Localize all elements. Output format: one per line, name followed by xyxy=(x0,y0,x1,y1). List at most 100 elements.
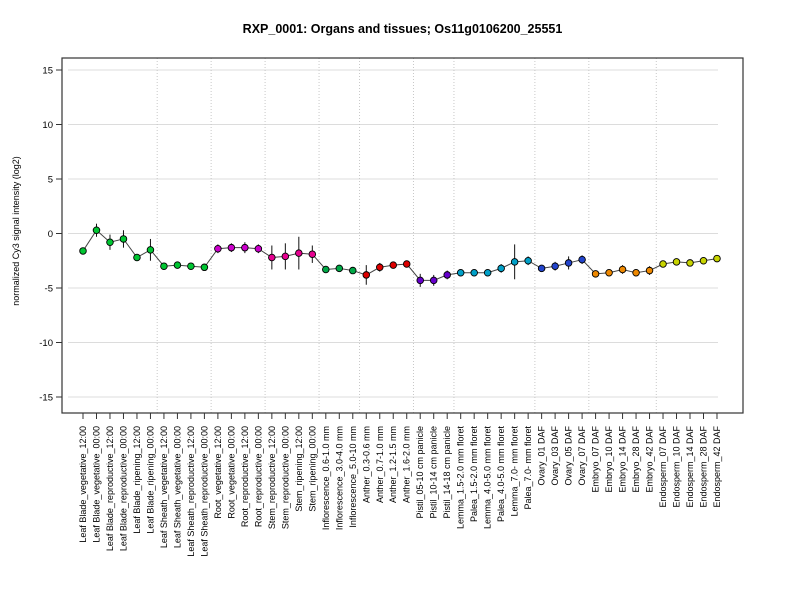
x-tick-label: Leaf Blade_reproductive_00:00 xyxy=(118,426,128,551)
x-tick-label: Lemma_7.0- mm floret xyxy=(510,426,520,517)
data-point xyxy=(389,261,397,269)
x-tick-label: Ovary_03 DAF xyxy=(550,426,560,486)
data-point xyxy=(187,262,195,270)
data-point xyxy=(349,266,357,275)
data-point xyxy=(497,264,505,273)
data-point xyxy=(308,250,317,258)
data-point xyxy=(429,276,438,285)
data-point xyxy=(645,266,654,275)
data-point xyxy=(214,245,222,253)
x-tick-label: Embryo_10 DAF xyxy=(604,426,614,493)
x-tick-label: Root_reproductive_00:00 xyxy=(253,426,263,527)
x-tick-label: Endosperm_10 DAF xyxy=(672,426,682,508)
x-tick-label: Root_reproductive_12:00 xyxy=(240,426,250,527)
x-tick-label: Stem_ripening_12:00 xyxy=(294,426,304,512)
data-point xyxy=(510,258,519,266)
x-tick-label: Inflorescence_5.0-10 mm xyxy=(348,426,358,528)
data-point xyxy=(281,252,290,261)
x-tick-label: Pistil_14-18 cm panicle xyxy=(442,426,452,519)
x-tick-label: Lemma_4.0-5.0 mm floret xyxy=(483,426,493,530)
y-tick-label: 10 xyxy=(42,120,53,131)
x-tick-label: Embryo_14 DAF xyxy=(618,426,628,493)
data-point xyxy=(632,268,640,277)
data-point xyxy=(618,265,627,274)
x-tick-label: Leaf Blade_ripening_12:00 xyxy=(132,426,142,534)
data-point xyxy=(605,268,613,277)
x-tick-label: Stem_ripening_00:00 xyxy=(307,426,317,512)
data-point xyxy=(335,264,344,273)
x-tick-label: Embryo_07 DAF xyxy=(591,426,601,493)
x-tick-label: Root_vegetative_12:00 xyxy=(213,426,223,519)
data-point xyxy=(241,243,249,252)
data-point xyxy=(268,253,276,262)
data-point xyxy=(173,261,182,269)
x-tick-label: Leaf Sheath_vegetative_12:00 xyxy=(159,426,169,548)
x-tick-label: Anther_1.6-2.0 mm xyxy=(402,426,412,503)
x-tick-label: Inflorescence_0.6-1.0 mm xyxy=(321,426,331,530)
x-tick-label: Leaf Sheath_reproductive_00:00 xyxy=(199,426,209,557)
x-tick-label: Palea_7.0- mm floret xyxy=(523,426,533,510)
y-tick-label: 15 xyxy=(42,66,53,77)
data-point xyxy=(524,257,532,265)
x-tick-label: Ovary_07 DAF xyxy=(577,426,587,486)
data-point xyxy=(672,258,681,266)
x-tick-label: Root_vegetative_00:00 xyxy=(226,426,236,519)
data-point xyxy=(119,235,128,243)
y-tick-label: 0 xyxy=(48,229,53,240)
x-tick-label: Leaf Blade_reproductive_12:00 xyxy=(105,426,115,551)
data-point xyxy=(416,276,424,285)
data-point xyxy=(362,271,371,279)
x-tick-label: Lemma_1.5-2.0 mm floret xyxy=(456,426,466,530)
x-tick-label: Inflorescence_3.0-4.0 mm xyxy=(334,426,344,530)
data-point xyxy=(443,271,451,279)
data-point xyxy=(470,268,478,277)
data-point xyxy=(200,263,209,272)
data-point xyxy=(564,259,573,267)
chart-title: RXP_0001: Organs and tissues; Os11g01062… xyxy=(242,22,563,36)
data-point xyxy=(160,262,168,270)
data-point xyxy=(295,249,303,257)
x-tick-label: Stem_reproductive_12:00 xyxy=(267,426,277,529)
data-point xyxy=(537,264,546,273)
data-point xyxy=(92,226,101,234)
data-point xyxy=(659,260,667,268)
x-tick-label: Pistil_05-10 cm panicle xyxy=(415,426,425,519)
data-point xyxy=(79,247,87,255)
x-tick-label: Palea_4.0-5.0 mm floret xyxy=(496,426,506,523)
x-tick-label: Endosperm_28 DAF xyxy=(698,426,708,508)
x-tick-label: Leaf Sheath_reproductive_12:00 xyxy=(186,426,196,557)
data-point xyxy=(483,268,492,277)
x-tick-label: Anther_0.7-1.0 mm xyxy=(375,426,385,503)
data-point xyxy=(146,246,155,254)
data-point xyxy=(322,265,330,274)
x-tick-label: Embryo_28 DAF xyxy=(631,426,641,493)
x-tick-label: Embryo_42 DAF xyxy=(645,426,655,493)
x-tick-label: Endosperm_14 DAF xyxy=(685,426,695,508)
data-point xyxy=(376,263,384,272)
data-point xyxy=(591,270,600,278)
data-point xyxy=(106,238,114,246)
y-tick-label: -10 xyxy=(39,338,53,349)
data-point xyxy=(254,245,263,253)
x-tick-label: Endosperm_42 DAF xyxy=(712,426,722,508)
x-tick-label: Anther_1.2-1.5 mm xyxy=(388,426,398,503)
data-point xyxy=(456,268,465,277)
data-point xyxy=(402,260,411,268)
x-tick-label: Leaf Blade_ripening_00:00 xyxy=(145,426,155,534)
x-tick-label: Ovary_05 DAF xyxy=(564,426,574,486)
y-tick-label: 5 xyxy=(48,175,53,186)
x-tick-label: Endosperm_07 DAF xyxy=(658,426,668,508)
data-point xyxy=(227,243,236,252)
data-point xyxy=(686,259,694,267)
x-tick-label: Stem_reproductive_00:00 xyxy=(280,426,290,529)
x-tick-label: Anther_0.3-0.6 mm xyxy=(361,426,371,503)
x-tick-label: Leaf Sheath_vegetative_00:00 xyxy=(172,426,182,548)
data-point xyxy=(699,257,708,265)
y-tick-label: -15 xyxy=(39,393,53,404)
x-tick-label: Pistil_10-14 cm panicle xyxy=(429,426,439,519)
x-tick-label: Ovary_01 DAF xyxy=(537,426,547,486)
x-tick-label: Leaf Blade_vegetative_12:00 xyxy=(78,426,88,543)
data-point xyxy=(713,254,721,263)
